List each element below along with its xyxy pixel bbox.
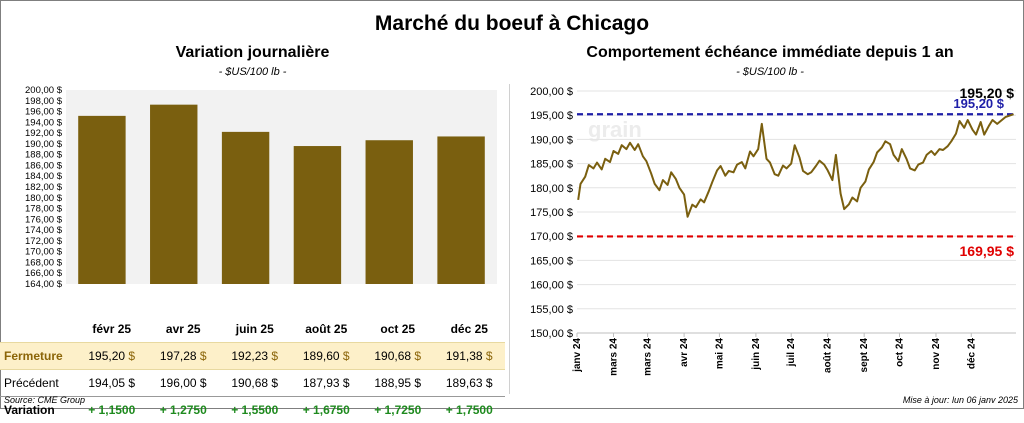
right-chart-subtitle: - $US/100 lb - (520, 66, 1020, 78)
price-table: févr 25 avr 25 juin 25 août 25 oct 25 dé… (0, 316, 505, 423)
table-cell: + 1,5500 (219, 397, 291, 423)
bar (222, 132, 269, 284)
y-tick-label: 164,00 $ (25, 279, 63, 290)
table-cell: 196,00 (160, 376, 197, 390)
y-tick-label: 200,00 $ (25, 85, 63, 96)
y-tick-label: 166,00 $ (25, 268, 63, 279)
y-tick-label: 198,00 $ (25, 96, 63, 107)
table-header: févr 25 (76, 316, 148, 343)
source-note: Source: CME Group (4, 395, 85, 405)
y-tick-label: 174,00 $ (25, 225, 63, 236)
table-cell: 188,95 (374, 376, 411, 390)
table-cell: 190,68 (374, 349, 411, 363)
table-cell: 189,60 (303, 349, 340, 363)
plot-area (66, 90, 497, 284)
table-cell: 195,20 (88, 349, 125, 363)
bar (150, 105, 197, 284)
table-cell: 187,93 (303, 376, 340, 390)
table-cell: + 1,6750 (291, 397, 363, 423)
table-cell: 191,38 (446, 349, 483, 363)
bar (366, 140, 413, 284)
table-cell: 189,63 (446, 376, 483, 390)
table-cell: 190,68 (231, 376, 268, 390)
y-tick-label: 170,00 $ (25, 247, 63, 258)
table-header-row: févr 25 avr 25 juin 25 août 25 oct 25 dé… (0, 316, 505, 343)
y-tick-label: 168,00 $ (25, 257, 63, 268)
bar-chart: grain 164,00 $166,00 $168,00 $170,00 $17… (0, 0, 505, 320)
bar (78, 116, 125, 284)
panel-divider (509, 84, 510, 394)
table-header: oct 25 (362, 316, 434, 343)
y-tick-label: 180,00 $ (25, 193, 63, 204)
row-label: Précédent (0, 370, 76, 397)
table-header: avr 25 (148, 316, 220, 343)
table-cell: + 1,1500 (76, 397, 148, 423)
table-header: août 25 (291, 316, 363, 343)
y-tick-label: 194,00 $ (25, 117, 63, 128)
row-label: Fermeture (0, 343, 76, 370)
right-chart-title: Comportement échéance immédiate depuis 1… (520, 44, 1020, 62)
y-tick-label: 178,00 $ (25, 204, 63, 215)
y-tick-label: 182,00 $ (25, 182, 63, 193)
table-row-close: Fermeture 195,20 $ 197,28 $ 192,23 $ 189… (0, 343, 505, 370)
table-cell: 192,23 (231, 349, 268, 363)
table-cell: 197,28 (160, 349, 197, 363)
bar (437, 136, 484, 284)
table-header: déc 25 (434, 316, 506, 343)
y-tick-label: 186,00 $ (25, 160, 63, 171)
y-tick-label: 184,00 $ (25, 171, 63, 182)
bar (294, 146, 341, 284)
y-tick-label: 196,00 $ (25, 107, 63, 118)
y-tick-label: 172,00 $ (25, 236, 63, 247)
table-header: juin 25 (219, 316, 291, 343)
table-cell: + 1,7250 (362, 397, 434, 423)
table-cell: + 1,2750 (148, 397, 220, 423)
y-tick-label: 190,00 $ (25, 139, 63, 150)
y-tick-label: 192,00 $ (25, 128, 63, 139)
table-row-previous: Précédent 194,05 $ 196,00 $ 190,68 $ 187… (0, 370, 505, 397)
table-cell: 194,05 (88, 376, 125, 390)
y-tick-label: 176,00 $ (25, 214, 63, 225)
y-tick-label: 188,00 $ (25, 150, 63, 161)
update-note: Mise à jour: lun 06 janv 2025 (903, 395, 1018, 405)
table-cell: + 1,7500 (434, 397, 506, 423)
